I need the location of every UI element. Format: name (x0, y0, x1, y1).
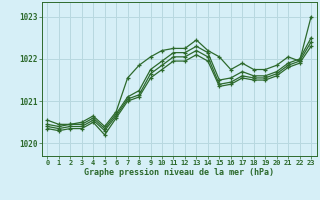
X-axis label: Graphe pression niveau de la mer (hPa): Graphe pression niveau de la mer (hPa) (84, 168, 274, 177)
